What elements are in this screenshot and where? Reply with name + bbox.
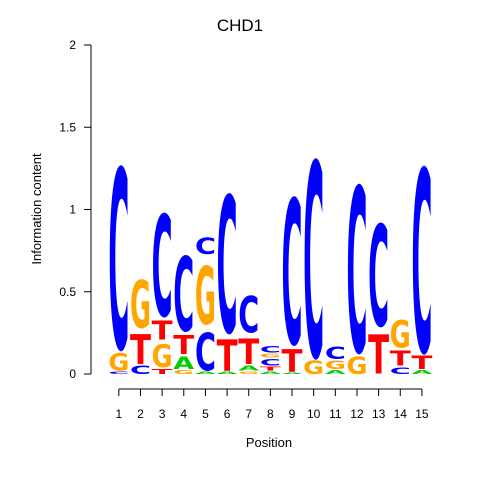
logo-letter-A: A [238,364,260,373]
x-tick-label: 11 [329,407,342,421]
logo-letter-T: T [390,348,411,371]
logo-letter-C: C [390,366,411,377]
y-tick-label: 0 [69,367,76,381]
logo-letter-T: T [152,367,174,376]
logo-letter-C: C [152,187,173,349]
x-tick-label: 1 [115,407,122,421]
logo-letter-A: A [282,372,303,374]
logo-letter-A: A [173,354,195,373]
logo-letter-T: T [217,331,239,380]
logo-letter-G: G [303,357,324,379]
logo-letter-C: C [411,119,432,410]
logo-letter-T: T [282,344,304,380]
logo-letter-A: A [325,369,347,376]
logo-letter-G: G [173,369,194,375]
y-tick-label: 1.5 [59,120,76,134]
logo-letter-G: G [238,371,259,375]
logo-letter-G: G [390,314,411,357]
logo-letter-C: C [325,343,346,363]
y-axis: 0 0.5 1 1.5 2 [59,38,92,381]
y-tick-label: 2 [69,38,76,52]
logo-letter-T: T [238,331,259,372]
x-tick-label: 12 [350,407,364,421]
logo-letter-G: G [130,267,151,343]
logo-letter-G: G [260,353,281,359]
x-tick-label: 4 [180,407,187,421]
y-tick-label: 0.5 [59,285,76,299]
chart-title: CHD1 [217,16,263,35]
logo-letter-G: G [346,352,367,380]
x-axis-label: Position [246,435,292,450]
logo-letter-G: G [108,348,129,376]
logo-letter-T: T [411,351,433,373]
logo-letter-C: C [303,108,324,419]
logo-letter-T: T [152,316,174,346]
x-tick-label: 8 [267,407,274,421]
x-tick-label: 14 [394,407,408,421]
logo-letter-G: G [325,359,346,372]
logo-letter-A: A [195,371,216,375]
x-axis: 1 2 3 4 5 6 7 8 9 10 11 12 13 14 15 [115,388,429,421]
x-tick-label: 6 [224,407,231,421]
logo-letter-C: C [217,158,238,376]
logo-letter-C: C [108,120,129,407]
logo-letter-C: C [282,161,303,391]
logo-letter-A: A [217,371,238,375]
logo-letter-C: C [238,286,259,345]
logo-letter-A: A [411,369,433,376]
x-tick-label: 9 [289,407,296,421]
x-tick-label: 5 [202,407,209,421]
logo-letter-G: G [195,250,216,343]
logo-letter-T: T [130,327,151,374]
x-tick-label: 10 [307,407,321,421]
logo-letter-A: A [260,371,281,375]
logo-letter-C: C [260,344,281,355]
logo-letter-T: T [260,366,281,373]
logo-letter-C: C [130,364,151,377]
x-tick-label: 2 [137,407,144,421]
x-tick-label: 7 [245,407,252,421]
logo-letter-C: C [195,322,216,383]
logo-letter-T: T [368,325,389,388]
y-axis-label: Information content [29,153,44,265]
x-tick-label: 15 [415,407,429,421]
y-tick-label: 1 [69,203,76,217]
logo-letter-C: C [108,371,129,375]
x-tick-label: 3 [159,407,166,421]
logo-letter-C: C [260,357,281,368]
logo-letter-T: T [173,330,195,360]
x-tick-label: 13 [372,407,386,421]
logo-letter-C: C [173,237,194,355]
logo-letter-G: G [152,338,173,375]
logo-letter-C: C [195,234,216,260]
logo-letter-C: C [346,142,367,404]
logo-letter-C: C [368,197,389,359]
